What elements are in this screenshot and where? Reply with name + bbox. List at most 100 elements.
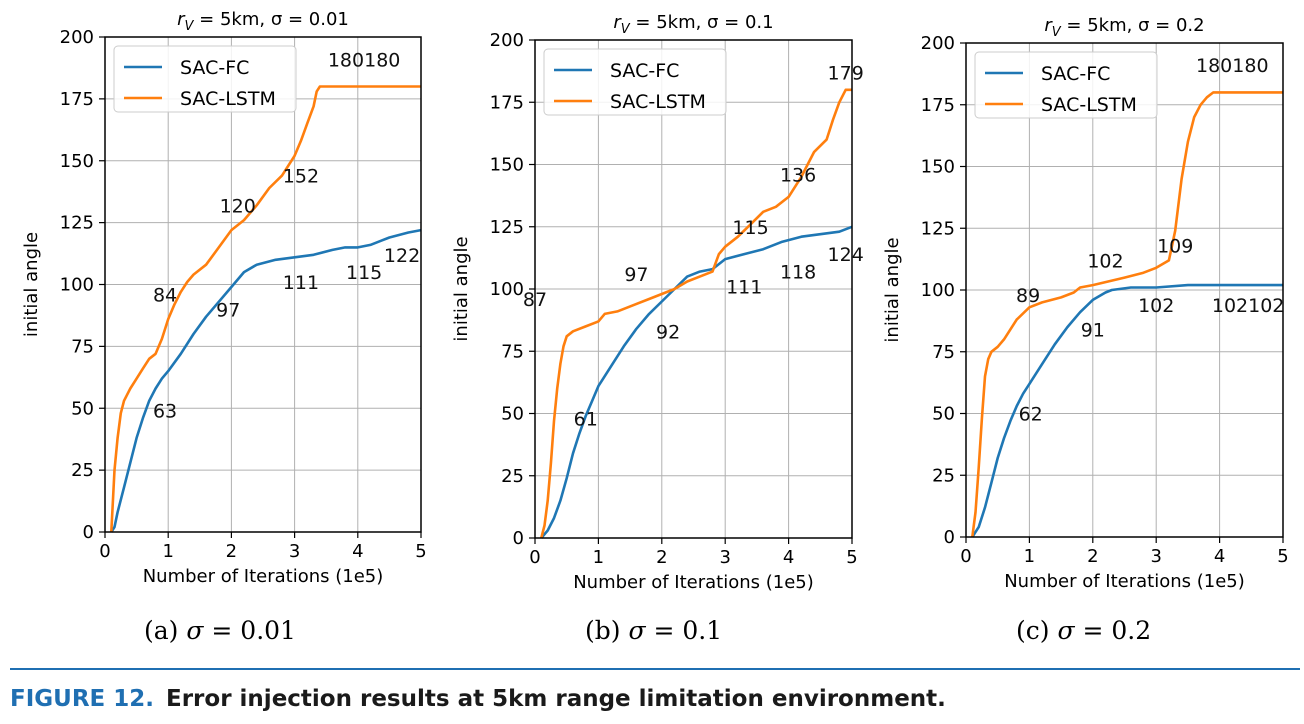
panel-c-x-tick-label: 1 xyxy=(1024,546,1035,567)
panel-b-annotation: 92 xyxy=(656,321,680,343)
figure-caption-text: Error injection results at 5km range lim… xyxy=(166,686,946,712)
subcaption-c-rest: = 0.2 xyxy=(1082,616,1152,645)
panel-a-series-sac-lstm xyxy=(110,85,421,533)
panel-b-x-tick-label: 0 xyxy=(529,547,540,568)
panel-a-y-tick-label: 50 xyxy=(71,398,94,419)
subcaption-b-sym: σ xyxy=(628,616,646,645)
panel-c-annotation: 89 xyxy=(1016,285,1040,307)
panel-a-annotation: 120 xyxy=(220,195,256,217)
panel-b-x-axis-label: Number of Iterations (1e5) xyxy=(573,572,814,593)
panel-b-y-axis-label: initial angle xyxy=(451,236,472,341)
panel-b-y-tick-label: 125 xyxy=(490,217,524,238)
figure-caption: FIGURE 12. Error injection results at 5km… xyxy=(10,686,946,712)
panel-b-y-tick-label: 50 xyxy=(501,404,524,425)
panel-c-x-tick-label: 2 xyxy=(1087,546,1098,567)
panel-b-annotation: 136 xyxy=(780,164,816,186)
panel-c-y-tick-label: 150 xyxy=(921,157,955,178)
panel-b-y-tick-label: 175 xyxy=(490,92,524,113)
panel-c-x-tick-label: 4 xyxy=(1214,546,1225,567)
panel-a-title: rV = 5km, σ = 0.01 xyxy=(177,9,349,34)
panel-a-y-tick-label: 25 xyxy=(71,460,94,481)
panel-a-x-tick-label: 1 xyxy=(162,541,173,562)
panel-c-y-tick-label: 100 xyxy=(921,280,955,301)
panel-a-annotation: 152 xyxy=(283,166,319,188)
panel-c-annotation: 102102 xyxy=(1212,295,1285,317)
panel-b-annotation: 115 xyxy=(732,217,768,239)
panel-a-y-tick-label: 125 xyxy=(60,213,94,234)
panel-b-annotation: 118 xyxy=(780,262,816,284)
caption-rule xyxy=(10,668,1300,670)
subcaption-b-rest: = 0.1 xyxy=(653,616,723,645)
panel-b-y-tick-label: 150 xyxy=(490,155,524,176)
panel-a-y-tick-label: 200 xyxy=(60,27,94,48)
panel-c-title: rV = 5km, σ = 0.2 xyxy=(1044,15,1204,40)
panel-c-annotation: 102 xyxy=(1087,250,1123,272)
panel-b-y-tick-label: 0 xyxy=(513,528,524,549)
panel-a-x-tick-label: 5 xyxy=(415,541,426,562)
panel-a-series-sac-fc xyxy=(110,228,422,533)
panel-b-annotation: 97 xyxy=(624,264,648,286)
panel-c-y-tick-label: 50 xyxy=(932,404,955,425)
panel-b-annotation: 61 xyxy=(574,408,598,430)
subcaption-b: (b) σ = 0.1 xyxy=(585,616,722,645)
panel-b-annotation: 124 xyxy=(828,244,864,266)
panel-b-x-tick-label: 2 xyxy=(656,547,667,568)
panel-c-legend xyxy=(974,51,1158,119)
panel-b-x-tick-label: 1 xyxy=(593,547,604,568)
panel-c-y-axis-label: initial angle xyxy=(882,237,903,342)
panel-a-y-tick-label: 150 xyxy=(60,151,94,172)
panel-a-legend-label-sac-lstm: SAC-LSTM xyxy=(180,88,276,110)
panel-b-series-sac-lstm xyxy=(540,88,852,539)
panel-b-series-sac-fc xyxy=(540,225,853,539)
panel-a-annotation: 111 xyxy=(283,272,319,294)
panel-c-x-tick-label: 3 xyxy=(1150,546,1161,567)
panel-c-annotation: 91 xyxy=(1081,320,1105,342)
panel-a-x-axis-label: Number of Iterations (1e5) xyxy=(143,566,384,587)
figure-caption-label: FIGURE 12. xyxy=(10,686,154,712)
subcaption-a-sym: σ xyxy=(186,616,204,645)
panel-a-annotation: 97 xyxy=(216,299,240,321)
panel-a-legend xyxy=(113,45,297,113)
panel-b-y-tick-label: 100 xyxy=(490,279,524,300)
panel-b-x-tick-label: 4 xyxy=(783,547,794,568)
panel-a-legend-label-sac-fc: SAC-FC xyxy=(180,57,249,79)
panel-c-series-sac-lstm xyxy=(971,91,1283,538)
subcaption-a-prefix: (a) xyxy=(144,616,179,645)
panel-a-x-tick-label: 3 xyxy=(289,541,300,562)
panel-b-legend-label-sac-fc: SAC-FC xyxy=(610,60,679,82)
panel-b-title: rV = 5km, σ = 0.1 xyxy=(613,12,773,37)
panel-c-x-tick-label: 5 xyxy=(1277,546,1288,567)
panel-a-y-axis-label: initial angle xyxy=(21,232,42,337)
panel-c-annotation: 109 xyxy=(1157,236,1193,258)
subcaption-c-prefix: (c) xyxy=(1016,616,1050,645)
panel-a-annotation: 115 xyxy=(346,262,382,284)
panel-c-y-tick-label: 0 xyxy=(944,527,955,548)
panel-a-annotation: 84 xyxy=(153,284,177,306)
panel-a-x-tick-label: 0 xyxy=(99,541,110,562)
panel-c-y-tick-label: 25 xyxy=(932,465,955,486)
panel-c-annotation: 180180 xyxy=(1196,55,1269,77)
panel-c-y-tick-label: 125 xyxy=(921,218,955,239)
panel-a-x-tick-label: 4 xyxy=(352,541,363,562)
panel-b-y-tick-label: 200 xyxy=(490,30,524,51)
panel-b-x-tick-label: 5 xyxy=(846,547,857,568)
subcaption-a: (a) σ = 0.01 xyxy=(144,616,296,645)
panel-c-y-tick-label: 200 xyxy=(921,33,955,54)
panel-a-annotation: 63 xyxy=(153,401,177,423)
panel-a-y-tick-label: 75 xyxy=(71,336,94,357)
panel-c-x-tick-label: 0 xyxy=(960,546,971,567)
panel-c-annotation: 62 xyxy=(1019,404,1043,426)
panel-a-y-tick-label: 100 xyxy=(60,275,94,296)
panel-b-y-tick-label: 25 xyxy=(501,466,524,487)
panel-c-legend-label-sac-fc: SAC-FC xyxy=(1041,63,1110,85)
panel-b-legend xyxy=(543,48,727,116)
panel-a-annotation: 180180 xyxy=(328,49,401,71)
panel-b-legend-label-sac-lstm: SAC-LSTM xyxy=(610,91,706,113)
panel-c-y-tick-label: 175 xyxy=(921,95,955,116)
panel-c-legend-label-sac-lstm: SAC-LSTM xyxy=(1041,94,1137,116)
subcaption-b-prefix: (b) xyxy=(585,616,621,645)
panel-b-y-tick-label: 75 xyxy=(501,341,524,362)
panel-c-y-tick-label: 75 xyxy=(932,342,955,363)
subcaption-c: (c) σ = 0.2 xyxy=(1016,616,1151,645)
